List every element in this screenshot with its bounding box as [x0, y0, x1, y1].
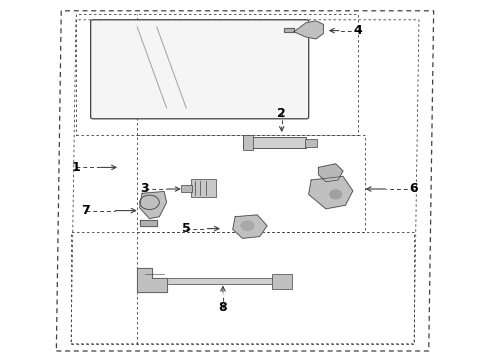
Bar: [305, 139, 317, 147]
Bar: [191, 179, 216, 197]
Polygon shape: [294, 21, 323, 39]
Polygon shape: [233, 215, 267, 238]
Polygon shape: [309, 176, 353, 209]
Bar: [243, 137, 306, 148]
Circle shape: [330, 190, 342, 199]
Bar: [243, 135, 253, 150]
Text: 1: 1: [72, 161, 80, 174]
Circle shape: [241, 221, 254, 230]
Bar: [152, 278, 284, 284]
Bar: [272, 274, 292, 289]
Polygon shape: [140, 192, 167, 219]
Text: 6: 6: [410, 183, 418, 195]
Text: 8: 8: [219, 301, 227, 314]
Polygon shape: [284, 28, 294, 32]
Polygon shape: [140, 220, 157, 226]
Text: 7: 7: [81, 204, 90, 217]
Text: 2: 2: [277, 107, 286, 120]
Polygon shape: [137, 268, 167, 292]
Bar: [181, 185, 192, 192]
Polygon shape: [318, 164, 343, 182]
Text: 5: 5: [182, 222, 191, 235]
Text: 3: 3: [140, 183, 149, 195]
FancyBboxPatch shape: [91, 20, 309, 119]
Text: 4: 4: [353, 24, 362, 37]
